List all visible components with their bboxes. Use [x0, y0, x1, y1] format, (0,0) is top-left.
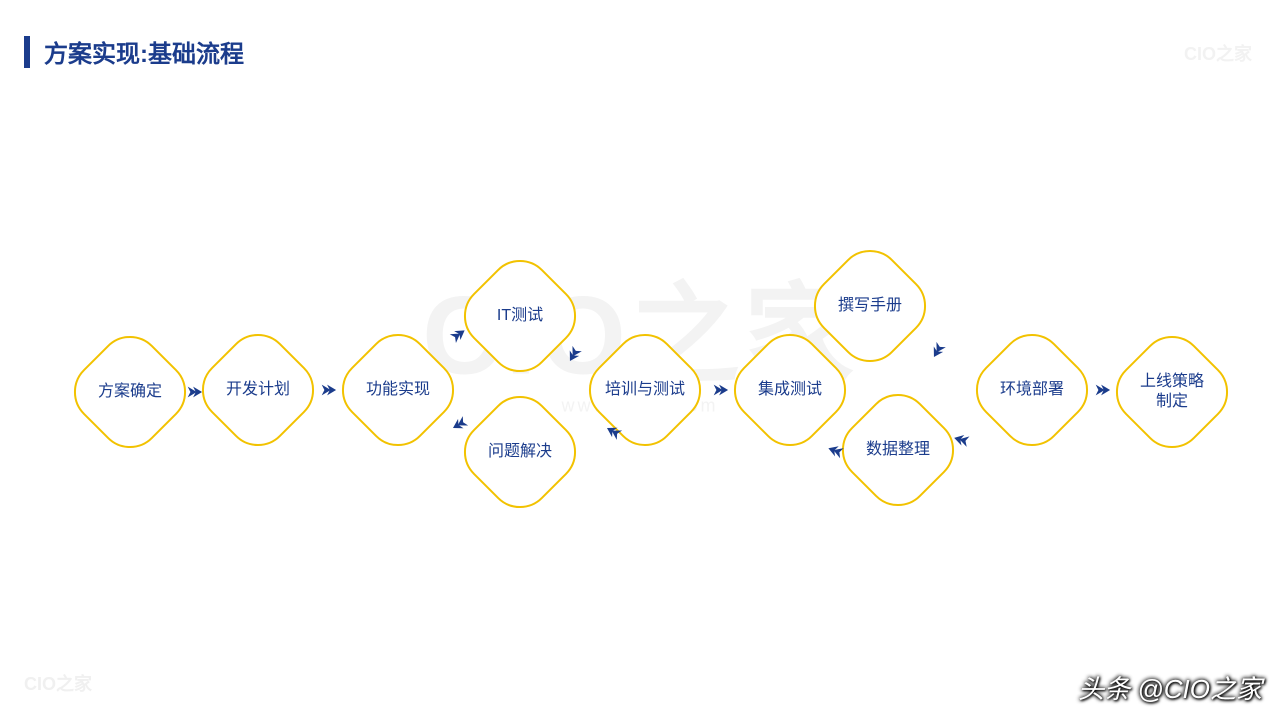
flow-node-n7: 集成测试	[741, 341, 839, 439]
flowchart-canvas: 方案确定 开发计划 功能实现 IT测试问题解决 培训与测试 集成测试 撰写手册数据整理 环境部…	[0, 0, 1280, 720]
flow-arrow-10	[1093, 381, 1111, 399]
flow-arrow-5	[448, 412, 473, 437]
flow-node-n8: 撰写手册	[821, 257, 919, 355]
flow-node-n10: 环境部署	[983, 341, 1081, 439]
node-label: 环境部署	[1000, 380, 1064, 400]
flow-node-n3: 功能实现	[349, 341, 447, 439]
node-label: 撰写手册	[838, 296, 902, 316]
attribution-text: 头条 @CIO之家	[1078, 669, 1262, 706]
flow-node-n11: 上线策略制定	[1123, 343, 1221, 441]
flow-node-n1: 方案确定	[81, 343, 179, 441]
flow-arrow-8	[926, 338, 951, 363]
node-label: 问题解决	[488, 442, 552, 462]
node-label: 上线策略制定	[1140, 372, 1204, 412]
flow-arrow-1	[319, 381, 337, 399]
node-label: 方案确定	[98, 382, 162, 402]
flow-arrow-0	[185, 383, 203, 401]
flow-node-n5: 问题解决	[471, 403, 569, 501]
flow-node-n2: 开发计划	[209, 341, 307, 439]
node-label: 培训与测试	[605, 380, 685, 400]
node-label: IT测试	[497, 306, 543, 326]
flow-arrow-6	[711, 381, 729, 399]
node-label: 数据整理	[866, 440, 930, 460]
node-label: 集成测试	[758, 380, 822, 400]
flow-node-n9: 数据整理	[849, 401, 947, 499]
node-label: 开发计划	[226, 380, 290, 400]
flow-node-n4: IT测试	[471, 267, 569, 365]
node-label: 功能实现	[366, 380, 430, 400]
